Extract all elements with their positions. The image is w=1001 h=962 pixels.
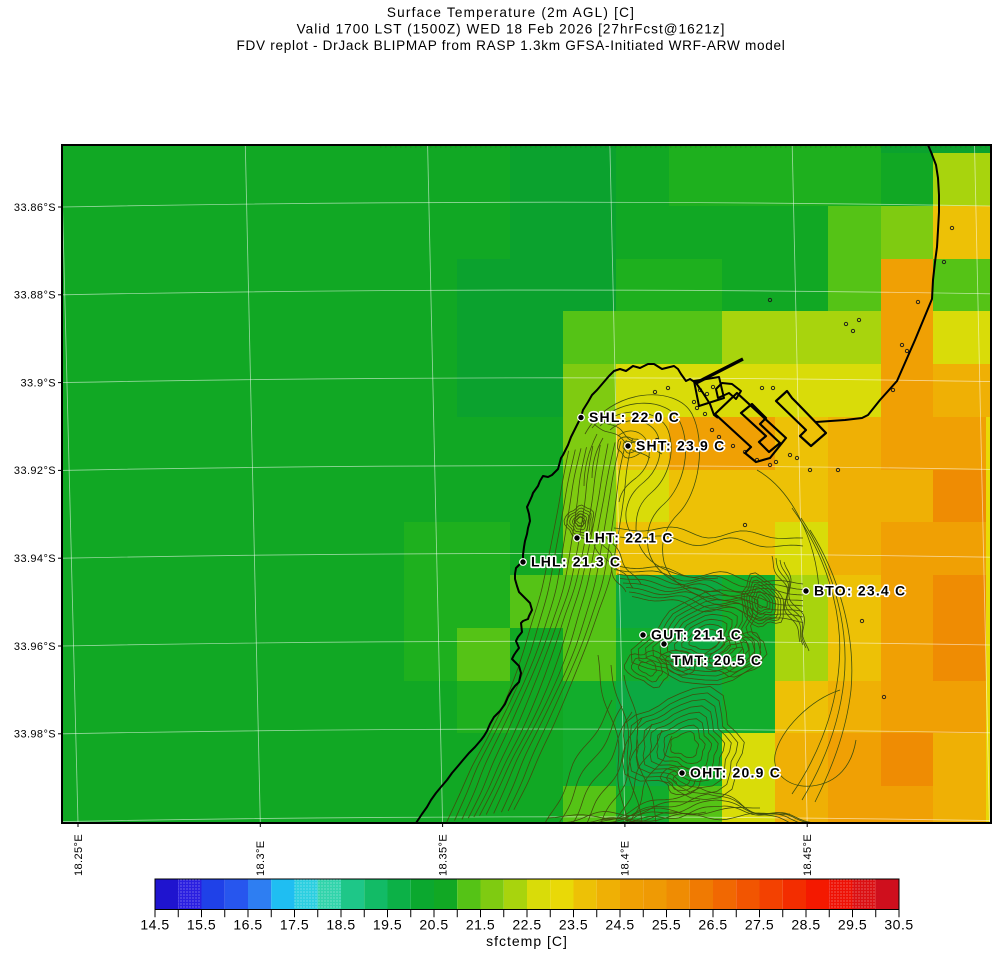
svg-text:33.86°S: 33.86°S <box>14 202 56 214</box>
svg-text:29.5: 29.5 <box>838 917 867 933</box>
svg-text:33.94°S: 33.94°S <box>14 553 56 565</box>
svg-text:16.5: 16.5 <box>233 917 262 933</box>
svg-text:TMT: 20.5 C: TMT: 20.5 C <box>672 652 762 668</box>
svg-text:20.5: 20.5 <box>419 917 448 933</box>
svg-text:LHL: 21.3 C: LHL: 21.3 C <box>531 554 621 570</box>
svg-text:25.5: 25.5 <box>652 917 681 933</box>
svg-text:LHT: 22.1 C: LHT: 22.1 C <box>585 530 674 546</box>
svg-text:17.5: 17.5 <box>280 917 309 933</box>
svg-text:33.92°S: 33.92°S <box>14 465 56 477</box>
svg-text:21.5: 21.5 <box>466 917 495 933</box>
svg-text:27.5: 27.5 <box>745 917 774 933</box>
svg-text:33.88°S: 33.88°S <box>14 290 56 302</box>
svg-text:18.45°E: 18.45°E <box>802 834 814 876</box>
svg-text:Valid 1700 LST (1500Z) WED 18: Valid 1700 LST (1500Z) WED 18 Feb 2026 [… <box>297 22 726 37</box>
svg-text:14.5: 14.5 <box>140 917 169 933</box>
svg-text:26.5: 26.5 <box>698 917 727 933</box>
svg-text:22.5: 22.5 <box>512 917 541 933</box>
svg-text:18.4°E: 18.4°E <box>620 840 632 876</box>
svg-text:SHL: 22.0 C: SHL: 22.0 C <box>589 409 680 425</box>
svg-text:23.5: 23.5 <box>559 917 588 933</box>
svg-text:FDV replot - DrJack BLIPMAP fr: FDV replot - DrJack BLIPMAP from RASP 1.… <box>237 38 786 53</box>
svg-text:sfctemp [C]: sfctemp [C] <box>486 933 568 949</box>
svg-text:SHT: 23.9 C: SHT: 23.9 C <box>636 438 725 454</box>
svg-text:33.98°S: 33.98°S <box>14 729 56 741</box>
svg-text:30.5: 30.5 <box>884 917 913 933</box>
svg-text:OHT: 20.9 C: OHT: 20.9 C <box>690 765 781 781</box>
svg-text:33.96°S: 33.96°S <box>14 641 56 653</box>
svg-text:33.9°S: 33.9°S <box>20 377 56 389</box>
svg-text:BTO: 23.4 C: BTO: 23.4 C <box>814 583 906 599</box>
svg-text:15.5: 15.5 <box>187 917 216 933</box>
svg-text:18.35°E: 18.35°E <box>437 834 449 876</box>
svg-text:28.5: 28.5 <box>791 917 820 933</box>
svg-text:19.5: 19.5 <box>373 917 402 933</box>
svg-text:Surface Temperature (2m AGL) [: Surface Temperature (2m AGL) [C] <box>387 5 635 20</box>
svg-text:24.5: 24.5 <box>605 917 634 933</box>
svg-text:18.25°E: 18.25°E <box>73 834 85 876</box>
svg-text:GUT: 21.1 C: GUT: 21.1 C <box>651 627 742 643</box>
svg-text:18.3°E: 18.3°E <box>255 840 267 876</box>
svg-text:18.5: 18.5 <box>326 917 355 933</box>
